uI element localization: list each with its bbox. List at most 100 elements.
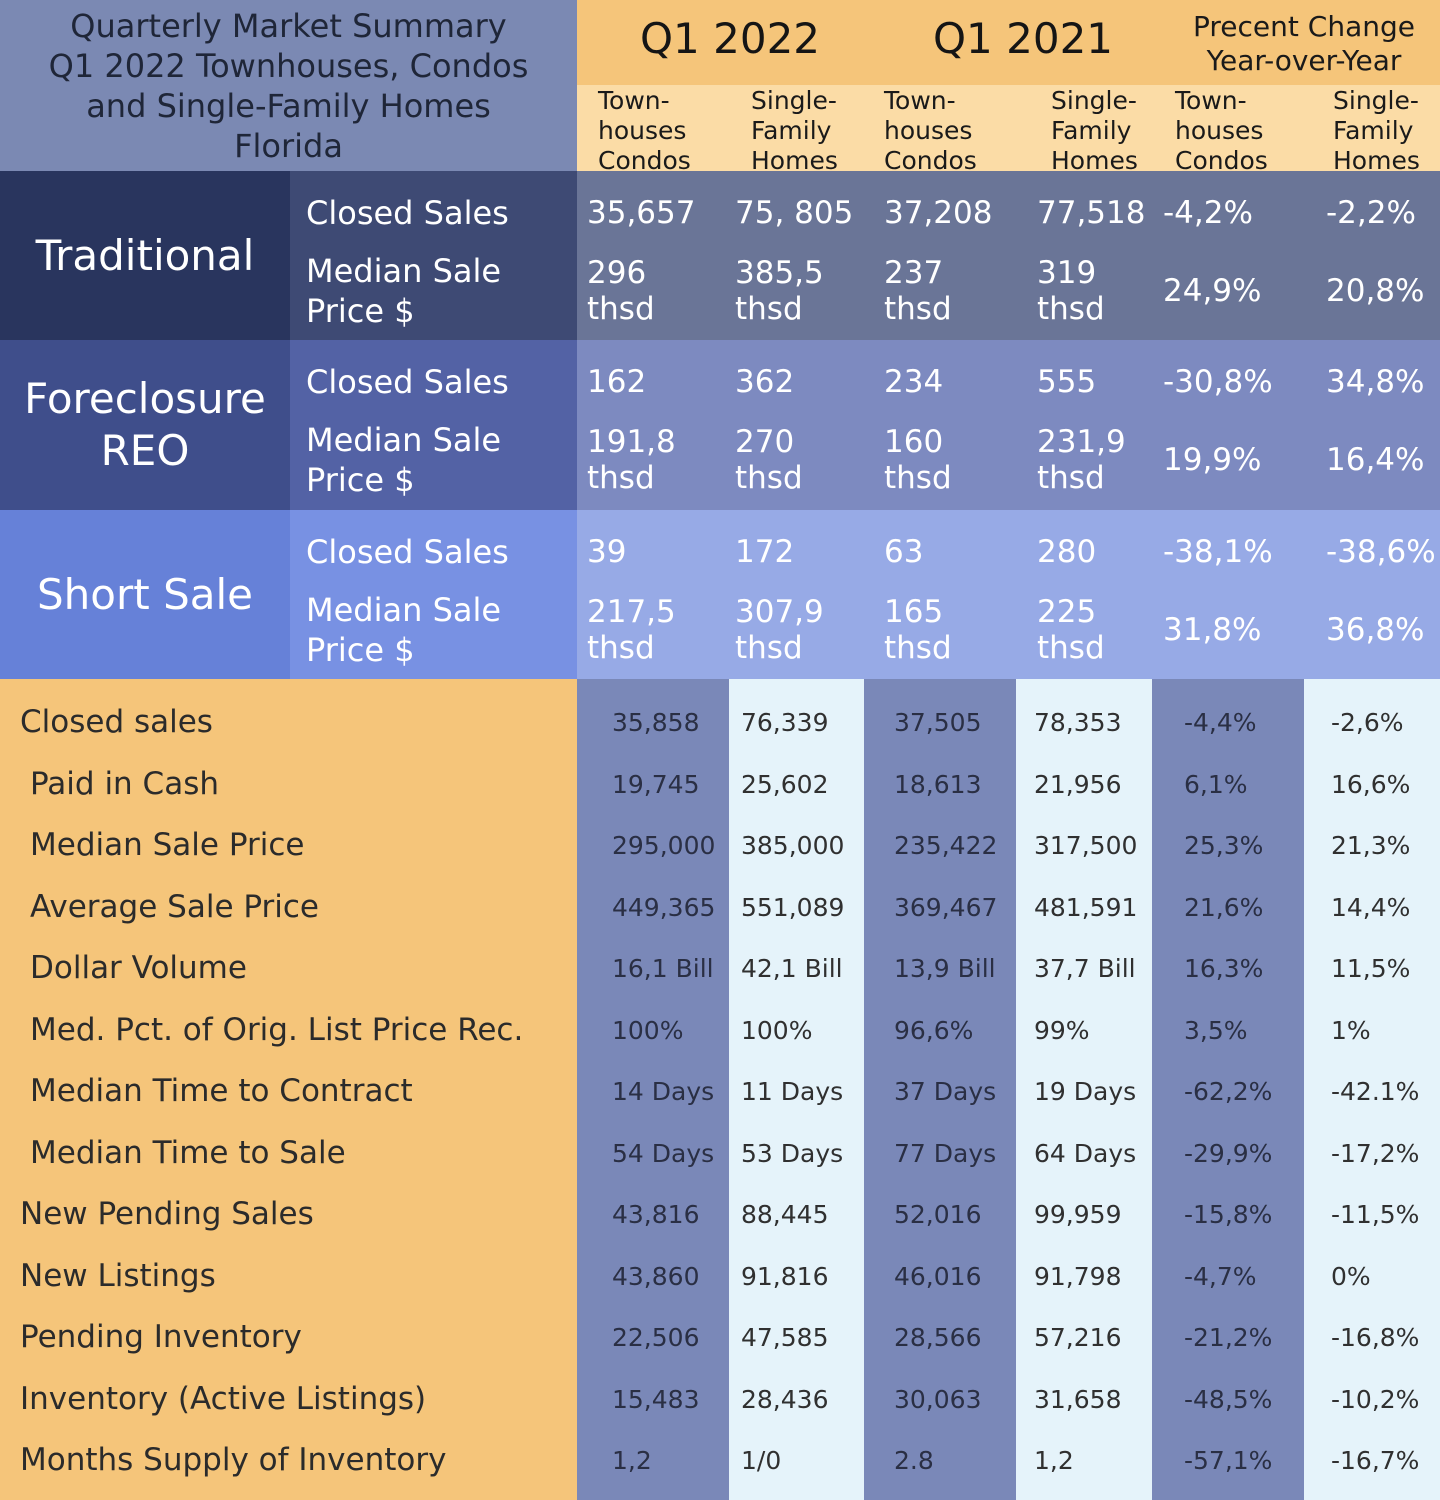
column-stripe xyxy=(1152,679,1304,1500)
median-sale-price-value: 237 thsd xyxy=(884,255,952,327)
category-name-line: Traditional xyxy=(35,230,255,280)
row-value: 42,1 Bill xyxy=(741,954,843,983)
closed-sales-value: 362 xyxy=(735,364,795,400)
median-sale-price-label: Median Sale Price $ xyxy=(306,252,502,330)
row-value: 15,483 xyxy=(612,1384,700,1414)
subhead-townhouses-change: Town-houses Condos xyxy=(1175,86,1268,175)
row-value: -17,2% xyxy=(1331,1138,1420,1168)
row-value: 13,9 Bill xyxy=(894,954,996,983)
category-metrics-traditional: Closed Sales Median Sale Price $ xyxy=(290,171,577,340)
row-value: 1/0 xyxy=(741,1446,782,1475)
median-sale-price-value: 217,5 thsd xyxy=(587,594,676,666)
percent-change-header: Precent Change Year-over-Year xyxy=(1184,10,1424,78)
closed-sales-label: Closed Sales xyxy=(306,533,509,571)
closed-sales-value: 34,8% xyxy=(1326,364,1425,400)
row-value: 1,2 xyxy=(1034,1446,1074,1475)
column-stripe xyxy=(1304,679,1440,1500)
row-value: -29,9% xyxy=(1184,1138,1273,1168)
median-sale-price-value: 319 thsd xyxy=(1037,255,1105,327)
row-value: -4,7% xyxy=(1184,1261,1257,1291)
subheader-band xyxy=(577,85,1440,171)
median-sale-price-value: 24,9% xyxy=(1163,273,1262,309)
row-value: 99% xyxy=(1034,1015,1090,1045)
closed-sales-value: 37,208 xyxy=(884,195,993,231)
row-value: 0% xyxy=(1331,1261,1371,1291)
row-value: 76,339 xyxy=(741,708,829,737)
row-value: 100% xyxy=(612,1015,684,1045)
row-value: 16,1 Bill xyxy=(612,954,714,983)
closed-sales-value: -2,2% xyxy=(1326,195,1416,231)
category-metrics-short-sale: Closed Sales Median Sale Price $ xyxy=(290,510,577,679)
median-sale-price-label: Median Sale Price $ xyxy=(306,421,502,499)
row-value: 21,6% xyxy=(1184,892,1264,922)
median-sale-price-value: 385,5 thsd xyxy=(735,255,824,327)
row-value: 385,000 xyxy=(741,831,845,860)
row-label: Med. Pct. of Orig. List Price Rec. xyxy=(30,1011,524,1048)
row-value: 11,5% xyxy=(1331,954,1411,983)
row-value: 551,089 xyxy=(741,892,845,922)
closed-sales-label: Closed Sales xyxy=(306,194,509,232)
row-value: -15,8% xyxy=(1184,1200,1273,1229)
row-value: 481,591 xyxy=(1034,892,1138,922)
row-value: 21,956 xyxy=(1034,769,1122,799)
median-sale-price-value: 165 thsd xyxy=(884,594,952,666)
closed-sales-value: 162 xyxy=(587,364,647,400)
subhead-single-family-2022: Single- Family Homes xyxy=(751,86,838,175)
column-stripe xyxy=(577,679,729,1500)
category-label-short-sale: Short Sale xyxy=(0,510,290,679)
row-value: -4,4% xyxy=(1184,708,1257,737)
row-value: 19,745 xyxy=(612,769,700,799)
category-metrics-foreclosure: Closed Sales Median Sale Price $ xyxy=(290,340,577,510)
row-label: Average Sale Price xyxy=(30,888,319,925)
row-label: Closed sales xyxy=(20,704,213,740)
closed-sales-value: 75, 805 xyxy=(735,195,854,231)
row-value: 1,2 xyxy=(612,1446,652,1475)
row-value: 37,7 Bill xyxy=(1034,954,1136,983)
category-label-foreclosure: Foreclosure REO xyxy=(0,340,290,510)
column-stripe xyxy=(864,679,1016,1500)
row-value: -2,6% xyxy=(1331,708,1404,737)
row-value: -21,2% xyxy=(1184,1323,1273,1352)
median-sale-price-value: 36,8% xyxy=(1326,612,1425,648)
median-sale-price-value: 19,9% xyxy=(1163,442,1262,478)
period-header-q1-2021: Q1 2021 xyxy=(933,14,1114,63)
row-value: 96,6% xyxy=(894,1015,974,1045)
row-value: 295,000 xyxy=(612,831,716,860)
title-line: Q1 2022 Townhouses, Condos xyxy=(48,46,529,85)
closed-sales-value: 234 xyxy=(884,364,944,400)
table-title: Quarterly Market Summary Q1 2022 Townhou… xyxy=(0,0,577,171)
column-stripe xyxy=(729,679,864,1500)
row-value: 46,016 xyxy=(894,1261,982,1291)
median-sale-price-value: 20,8% xyxy=(1326,273,1425,309)
row-value: 57,216 xyxy=(1034,1323,1122,1352)
row-value: 35,858 xyxy=(612,708,700,737)
row-label: Months Supply of Inventory xyxy=(20,1442,447,1478)
row-label: New Listings xyxy=(20,1257,216,1294)
row-value: 43,860 xyxy=(612,1261,700,1291)
closed-sales-value: 35,657 xyxy=(587,195,696,231)
median-sale-price-value: 160 thsd xyxy=(884,424,952,496)
closed-sales-value: -38,6% xyxy=(1326,534,1436,570)
row-value: 14,4% xyxy=(1331,892,1411,922)
row-label: Median Time to Sale xyxy=(30,1134,346,1171)
closed-sales-value: 280 xyxy=(1037,534,1097,570)
period-header-band xyxy=(577,0,1440,85)
row-value: 21,3% xyxy=(1331,831,1411,860)
row-value: -62,2% xyxy=(1184,1077,1273,1106)
median-sale-price-value: 16,4% xyxy=(1326,442,1425,478)
row-value: 100% xyxy=(741,1015,813,1045)
title-line: Quarterly Market Summary xyxy=(70,6,507,45)
subhead-single-family-change: Single- Family Homes xyxy=(1333,86,1420,175)
row-label: Paid in Cash xyxy=(30,765,219,802)
subhead-single-family-2021: Single- Family Homes xyxy=(1051,86,1138,175)
row-value: 78,353 xyxy=(1034,708,1122,737)
closed-sales-value: 77,518 xyxy=(1037,195,1146,231)
row-label: Median Sale Price xyxy=(30,827,305,863)
row-value: 19 Days xyxy=(1034,1077,1137,1106)
row-value: -16,7% xyxy=(1331,1446,1420,1475)
median-sale-price-value: 270 thsd xyxy=(735,424,803,496)
column-stripe xyxy=(1016,679,1152,1500)
median-sale-price-value: 191,8 thsd xyxy=(587,424,676,496)
row-value: -57,1% xyxy=(1184,1446,1273,1475)
row-value: 18,613 xyxy=(894,769,982,799)
